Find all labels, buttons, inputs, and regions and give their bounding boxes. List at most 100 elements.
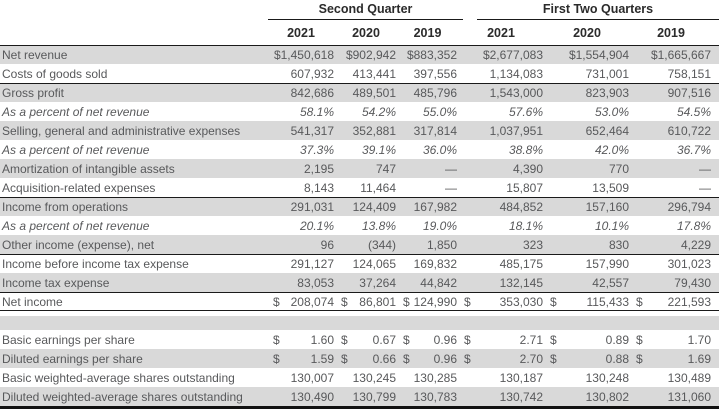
value-cell: $353,030 bbox=[461, 295, 547, 309]
value-cell: 42,557 bbox=[592, 275, 629, 290]
value-cell: 124,409 bbox=[352, 200, 396, 214]
year-header: 2019 bbox=[657, 25, 685, 40]
cell-value: 0.96 bbox=[433, 351, 457, 366]
currency-symbol: $ bbox=[273, 351, 280, 366]
column-group-header-row: Second Quarter First Two Quarters bbox=[0, 1, 719, 20]
cell-value: 0.88 bbox=[605, 351, 629, 366]
value-cell: 731,001 bbox=[585, 66, 629, 81]
value-cell: 54.2% bbox=[361, 104, 396, 119]
value-cell: 83,053 bbox=[297, 275, 334, 290]
row-label: Income from operations bbox=[2, 200, 129, 214]
row-label: Other income (expense), net bbox=[2, 237, 155, 252]
value-cell: $0.96 bbox=[400, 333, 461, 347]
value-cell: 54.5% bbox=[676, 104, 711, 119]
currency-symbol: $ bbox=[550, 294, 557, 309]
value-cell: 485,175 bbox=[499, 257, 543, 271]
currency-symbol: $ bbox=[403, 332, 410, 347]
table-row: Selling, general and administrative expe… bbox=[0, 121, 719, 140]
spacer-row bbox=[0, 316, 719, 330]
currency-symbol: $ bbox=[464, 351, 471, 366]
value-cell: 167,982 bbox=[413, 200, 457, 214]
cell-value: 115,433 bbox=[586, 294, 630, 309]
value-cell: 130,799 bbox=[352, 389, 396, 404]
value-cell: 13.8% bbox=[361, 218, 396, 233]
value-cell: 610,722 bbox=[667, 123, 711, 138]
table-body: Net revenue $1,450,618 $902,942 $883,352 $2,… bbox=[0, 45, 719, 406]
value-cell: 2,195 bbox=[303, 161, 334, 176]
value-cell: 58.1% bbox=[299, 104, 334, 119]
row-label: Net income bbox=[2, 294, 63, 309]
value-cell: 607,932 bbox=[290, 66, 334, 81]
value-cell: 130,285 bbox=[413, 370, 457, 385]
value-cell: 11,464 bbox=[360, 180, 396, 195]
value-cell: 42.0% bbox=[594, 142, 629, 157]
value-cell: 37.3% bbox=[299, 142, 334, 157]
currency-symbol: $ bbox=[464, 294, 471, 309]
cell-value: 1.70 bbox=[687, 332, 711, 347]
value-cell: 489,501 bbox=[352, 86, 396, 100]
row-label: As a percent of net revenue bbox=[2, 218, 150, 233]
value-cell: 323 bbox=[522, 237, 543, 252]
value-cell: 130,007 bbox=[290, 370, 334, 385]
value-cell: $221,593 bbox=[633, 295, 715, 309]
value-cell: 124,065 bbox=[352, 257, 396, 271]
row-label: Gross profit bbox=[2, 86, 65, 100]
row-label: As a percent of net revenue bbox=[2, 104, 150, 119]
currency-symbol: $ bbox=[464, 332, 471, 347]
table-row: Income tax expense 83,053 37,264 44,842 132,… bbox=[0, 273, 719, 292]
table-row: Acquisition-related expenses 8,143 11,464 —… bbox=[0, 178, 719, 197]
year-header-row: 2021 2020 2019 2021 2020 2019 bbox=[0, 20, 719, 45]
value-cell: 19.0% bbox=[422, 218, 457, 233]
value-cell: $0.88 bbox=[547, 352, 633, 366]
value-cell: 541,317 bbox=[290, 123, 334, 138]
value-cell: 301,023 bbox=[667, 257, 711, 271]
row-label: Diluted weighted-average shares outstand… bbox=[2, 389, 243, 404]
currency-symbol: $ bbox=[636, 294, 643, 309]
currency-symbol: $ bbox=[550, 332, 557, 347]
value-cell: 57.6% bbox=[508, 104, 543, 119]
value-cell: $2.71 bbox=[461, 333, 547, 347]
value-cell: 317,814 bbox=[413, 123, 457, 138]
value-cell: $0.89 bbox=[547, 333, 633, 347]
value-cell: $1,665,667 bbox=[650, 48, 711, 62]
value-cell: 130,248 bbox=[585, 370, 629, 385]
row-label: Basic weighted-average shares outstandin… bbox=[2, 370, 235, 385]
value-cell: 38.8% bbox=[508, 142, 543, 157]
value-cell: $115,433 bbox=[547, 295, 633, 309]
value-cell: 157,990 bbox=[585, 257, 629, 271]
column-group-first-two-quarters: First Two Quarters bbox=[477, 2, 719, 20]
value-cell: 37,264 bbox=[359, 275, 396, 290]
value-cell: 169,832 bbox=[413, 257, 457, 271]
value-cell: 130,742 bbox=[499, 389, 543, 404]
value-cell: 758,151 bbox=[667, 66, 711, 81]
table-row: Other income (expense), net 96 (344) 1,850 3… bbox=[0, 235, 719, 254]
table-row: As a percent of net revenue 37.3% 39.1% 36.… bbox=[0, 140, 719, 159]
row-label: Income tax expense bbox=[2, 275, 110, 290]
value-cell: $902,942 bbox=[345, 48, 396, 62]
value-cell: (344) bbox=[367, 237, 396, 252]
table-row: Net income $208,074 $86,801 $124,990 $353,03… bbox=[0, 292, 719, 311]
value-cell: $1.69 bbox=[633, 352, 715, 366]
value-cell: $0.96 bbox=[400, 352, 461, 366]
cell-value: 0.66 bbox=[372, 351, 396, 366]
value-cell: $1.70 bbox=[633, 333, 715, 347]
value-cell: 96 bbox=[320, 237, 334, 252]
value-cell: $1.60 bbox=[270, 333, 338, 347]
currency-symbol: $ bbox=[636, 332, 643, 347]
value-cell: 55.0% bbox=[422, 104, 457, 119]
value-cell: $0.66 bbox=[338, 352, 400, 366]
value-cell: — bbox=[699, 180, 711, 195]
value-cell: 485,796 bbox=[413, 86, 457, 100]
value-cell: 1,543,000 bbox=[489, 86, 543, 100]
cell-value: 221,593 bbox=[667, 294, 711, 309]
value-cell: 4,229 bbox=[680, 237, 711, 252]
cell-value: 208,074 bbox=[290, 294, 334, 309]
value-cell: 53.0% bbox=[594, 104, 629, 119]
value-cell: 413,441 bbox=[352, 66, 396, 81]
value-cell: 652,464 bbox=[585, 123, 629, 138]
value-cell: 79,430 bbox=[674, 275, 711, 290]
value-cell: 291,031 bbox=[290, 200, 334, 214]
currency-symbol: $ bbox=[550, 351, 557, 366]
value-cell: 130,187 bbox=[499, 370, 543, 385]
table-row: Basic weighted-average shares outstandin… bbox=[0, 368, 719, 387]
